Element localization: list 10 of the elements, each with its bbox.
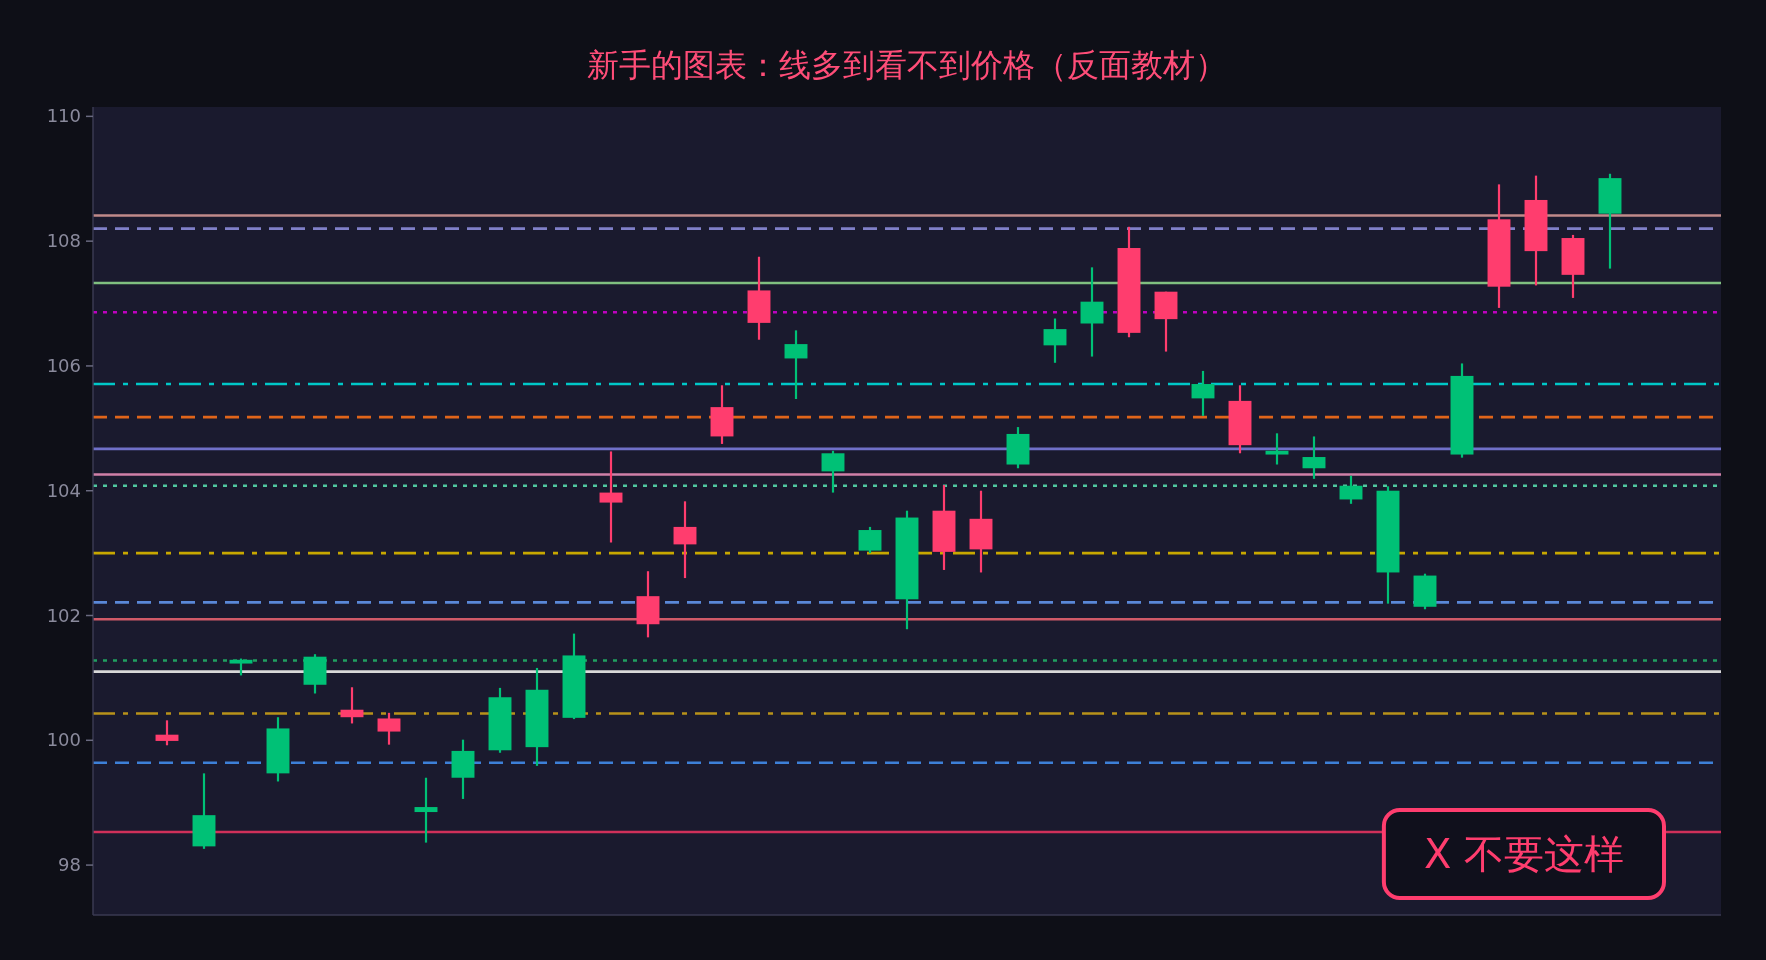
annotation: X 不要这样 xyxy=(1381,808,1666,900)
y-tick-label: 106 xyxy=(46,354,81,376)
y-tick-label: 102 xyxy=(46,604,81,626)
y-tick-label: 110 xyxy=(46,105,81,127)
y-tick-label: 104 xyxy=(46,479,81,501)
y-tick-label: 100 xyxy=(46,729,81,751)
y-tick-label: 98 xyxy=(58,854,81,876)
chart-title: 新手的图表：线多到看不到价格（反面教材） xyxy=(587,46,1227,84)
y-tick-label: 108 xyxy=(46,230,81,252)
annotation: X 不要这样 xyxy=(1423,831,1624,877)
